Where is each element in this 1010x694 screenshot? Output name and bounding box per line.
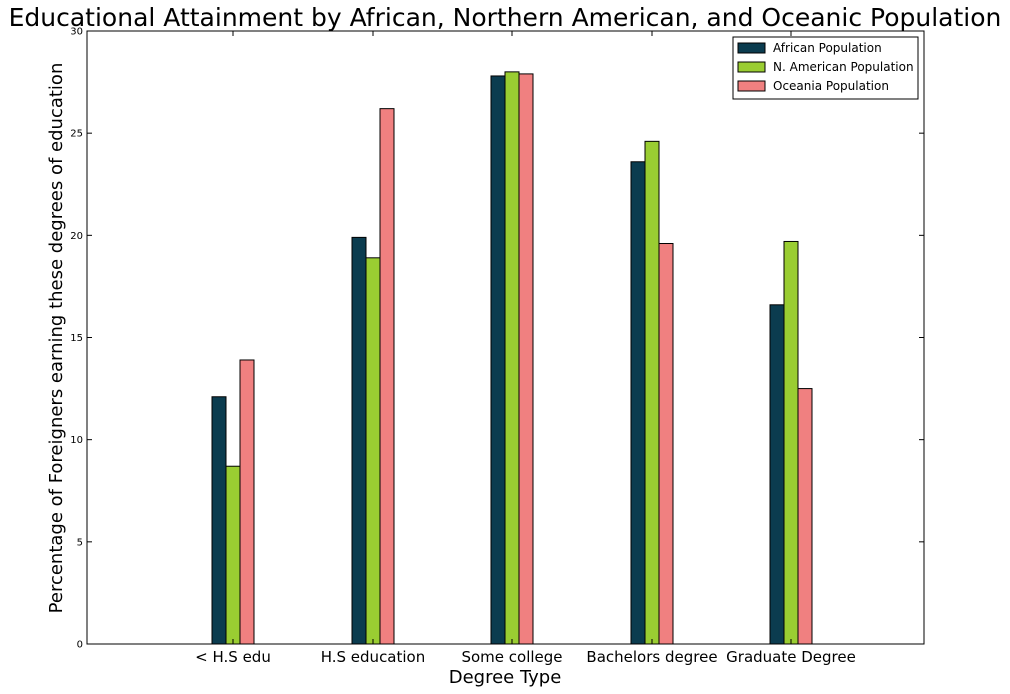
legend-label-3: Oceania Population [773, 79, 889, 93]
y-tick-label-6: 25 [70, 129, 83, 140]
y-axis-label: Percentage of Foreigners earning these d… [46, 63, 67, 614]
bar-2-1 [225, 465, 241, 645]
legend-swatch-1 [737, 42, 766, 54]
y-tick-label-2: 5 [77, 537, 83, 548]
bar-1-5 [769, 304, 785, 645]
x-tick-label-5: Graduate Degree [726, 648, 856, 666]
y-tick-label-1: 0 [77, 640, 83, 651]
legend-swatch-3 [737, 80, 766, 92]
bar-3-2 [379, 108, 395, 645]
bar-2-5 [783, 240, 799, 645]
legend: African Population N. American Population… [732, 36, 919, 100]
x-tick-label-3: Some college [461, 648, 562, 666]
y-tick-label-5: 20 [70, 231, 83, 242]
x-tick-label-2: H.S education [321, 648, 426, 666]
x-tick-label-1: < H.S edu [195, 648, 271, 666]
y-tick-label-4: 15 [70, 333, 83, 344]
bar-3-5 [797, 388, 813, 645]
bar-2-4 [644, 140, 660, 645]
bar-3-4 [658, 243, 674, 645]
legend-label-1: African Population [773, 41, 882, 55]
bar-1-2 [351, 236, 367, 645]
plot-area: 0 5 10 15 20 25 30 < H.S edu H.S education Some c… [70, 27, 925, 666]
chart-title: Educational Attainment by African, North… [9, 3, 1002, 32]
bar-1-4 [630, 161, 646, 645]
bar-2-3 [504, 71, 520, 645]
bar-3-1 [239, 359, 255, 645]
bar-1-3 [490, 75, 506, 645]
bar-2-2 [365, 257, 381, 645]
bar-1-1 [211, 396, 227, 645]
x-tick-label-4: Bachelors degree [586, 648, 717, 666]
y-tick-label-7: 30 [70, 27, 83, 38]
legend-swatch-2 [737, 61, 766, 73]
y-tick-label-3: 10 [70, 435, 83, 446]
x-axis-label: Degree Type [449, 667, 562, 688]
legend-label-2: N. American Population [773, 60, 914, 74]
bar-3-3 [518, 73, 534, 645]
